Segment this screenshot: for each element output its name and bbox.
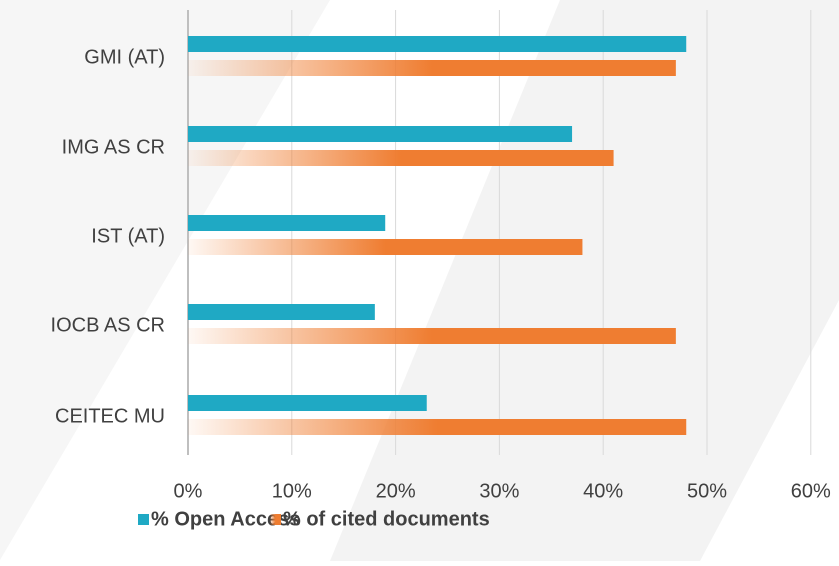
bar [188,239,583,255]
x-tick-label: 20% [376,480,416,502]
y-tick-label: IOCB AS CR [51,314,165,336]
bar [188,126,573,142]
legend-swatch [138,514,149,525]
x-tick-label: 30% [479,480,519,502]
y-tick-label: GMI (AT) [84,46,165,68]
background-shape [330,0,839,561]
bar [188,60,676,76]
bar [188,150,614,166]
legend-swatch [270,514,281,525]
x-tick-label: 0% [174,480,203,502]
bar [188,395,427,411]
x-tick-label: 40% [583,480,623,502]
bar [188,328,676,344]
x-tick-label: 10% [272,480,312,502]
bar [188,419,687,435]
y-tick-label: CEITEC MU [55,405,165,427]
bar [188,36,687,52]
bar [188,215,386,231]
legend-label: % of cited documents [283,508,490,530]
legend-label: % Open Access [151,508,300,530]
bar [188,304,375,320]
y-tick-label: IST (AT) [91,225,165,247]
x-tick-label: 60% [791,480,831,502]
background-shape [0,0,330,560]
x-tick-label: 50% [687,480,727,502]
y-tick-label: IMG AS CR [62,136,165,158]
